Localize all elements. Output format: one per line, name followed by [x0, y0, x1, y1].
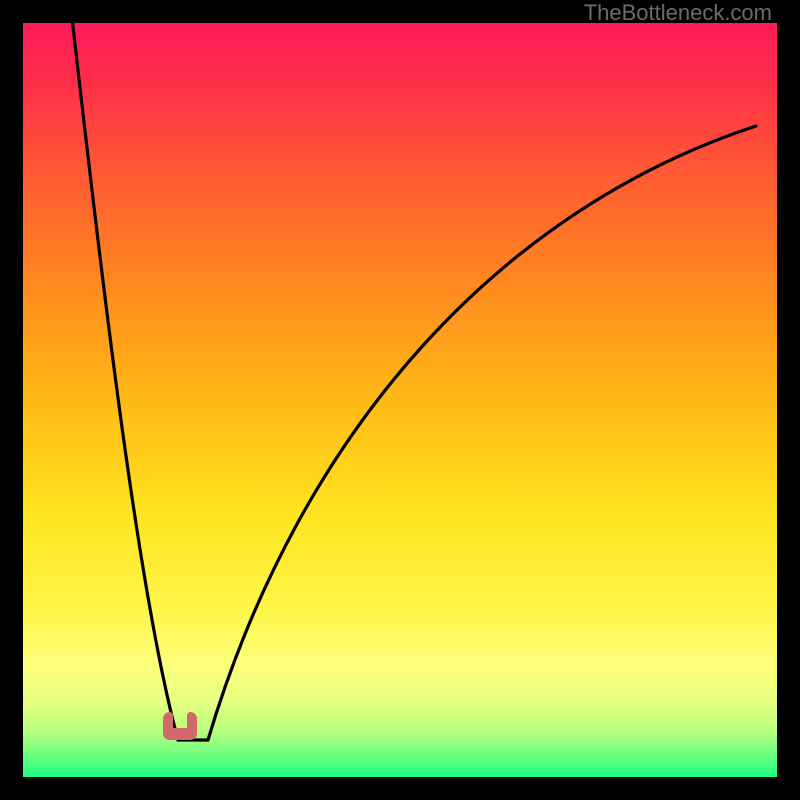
plot-area: [23, 23, 777, 777]
bump-bottom: [163, 728, 197, 740]
bottleneck-curves: [23, 23, 777, 777]
curve-left: [70, 23, 208, 740]
curve-right: [208, 126, 756, 740]
watermark-text: TheBottleneck.com: [584, 0, 772, 26]
trough-bump: [163, 712, 197, 740]
